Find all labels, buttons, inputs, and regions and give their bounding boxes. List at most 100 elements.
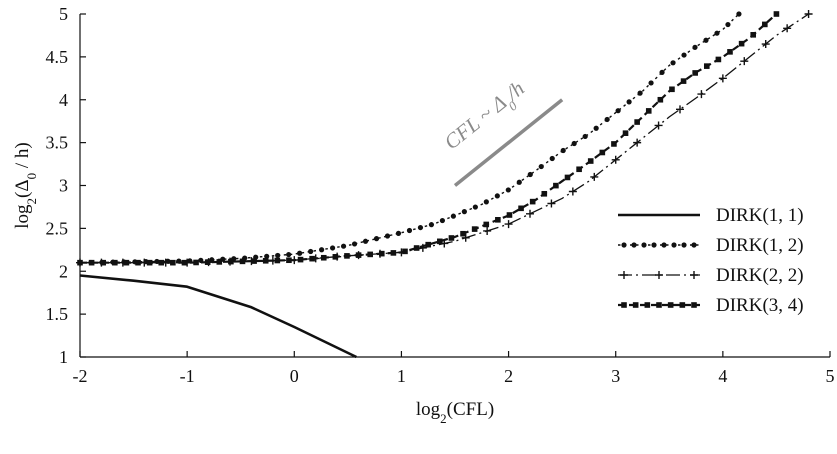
series-group	[76, 10, 813, 359]
series-point	[714, 30, 720, 36]
series-point	[560, 147, 566, 154]
series-point	[703, 63, 710, 69]
series-point	[659, 69, 665, 75]
series-point	[773, 11, 780, 17]
series-point	[309, 255, 315, 262]
series-point	[715, 56, 722, 63]
y-tick-label: 3	[59, 176, 68, 196]
series-point	[483, 221, 490, 228]
series-point	[703, 37, 709, 43]
series-point	[204, 259, 211, 265]
series-point	[783, 24, 792, 33]
series-point	[340, 243, 347, 249]
legend-item: DIRK(3, 4)	[618, 295, 804, 316]
series-point	[228, 258, 234, 265]
series-point	[395, 230, 402, 236]
series-point	[146, 259, 153, 266]
legend-swatch-marker	[632, 302, 639, 308]
legend-swatch-marker	[656, 302, 662, 308]
series-point	[740, 57, 749, 66]
series-point	[494, 193, 500, 199]
series-point	[762, 21, 768, 28]
series-point	[378, 250, 385, 257]
series-point	[527, 171, 533, 178]
series-point	[657, 96, 664, 103]
legend-label: DIRK(1, 2)	[716, 235, 804, 256]
series-point	[697, 90, 706, 99]
series-point	[88, 259, 95, 266]
series-point	[587, 158, 594, 164]
series-point	[676, 105, 684, 114]
y-tick-label: 3.5	[46, 133, 69, 153]
legend-swatch-marker	[620, 271, 628, 279]
series-line	[80, 13, 778, 264]
x-tick-label: 3	[611, 366, 620, 386]
series-point	[571, 140, 577, 147]
legend-swatch-marker	[690, 271, 698, 279]
series-point	[461, 209, 467, 215]
y-tick-label: 5	[59, 4, 68, 24]
series-point	[804, 10, 813, 18]
series-point	[483, 226, 492, 235]
series-point	[504, 220, 513, 229]
series-point	[568, 187, 577, 196]
legend-swatch-marker	[655, 271, 663, 279]
series-point	[390, 250, 397, 256]
legend-swatch-marker	[667, 302, 674, 308]
series-point	[264, 253, 270, 259]
series-point	[308, 248, 314, 255]
x-tick-label: 2	[504, 366, 513, 386]
series-point	[549, 155, 555, 162]
series-point	[538, 163, 544, 170]
series-point	[564, 174, 571, 181]
series-point	[505, 187, 511, 193]
legend-item: DIRK(1, 1)	[618, 205, 804, 226]
series-point	[622, 130, 629, 136]
series-point	[355, 252, 362, 258]
y-tick-label: 1	[59, 347, 68, 367]
x-tick-label: 1	[397, 366, 406, 386]
series-point	[193, 259, 199, 266]
series-point	[406, 227, 413, 234]
series-point	[158, 259, 165, 266]
series-point	[471, 226, 478, 232]
legend-swatch-marker	[661, 242, 667, 248]
series-point	[344, 253, 350, 259]
series-point	[645, 108, 652, 114]
series-point	[437, 238, 443, 245]
series-point	[472, 204, 478, 210]
series-point	[648, 80, 654, 86]
series-point	[692, 44, 698, 50]
series-0	[79, 274, 357, 359]
series-point	[593, 125, 599, 131]
series-point	[750, 32, 757, 38]
series-point	[460, 230, 466, 237]
y-tick-label: 2	[59, 261, 68, 281]
series-point	[181, 259, 188, 266]
series-point	[428, 222, 435, 228]
series-point	[637, 90, 643, 96]
x-tick-label: -1	[180, 366, 195, 386]
series-point	[725, 21, 731, 28]
series-point	[736, 11, 742, 17]
series-point	[297, 250, 303, 256]
series-point	[727, 49, 733, 55]
series-point	[654, 121, 663, 130]
y-tick-label: 4.5	[46, 47, 69, 67]
series-point	[251, 258, 257, 264]
legend-label: DIRK(3, 4)	[716, 295, 804, 316]
series-point	[135, 259, 141, 266]
series-3	[77, 11, 780, 266]
series-point	[425, 241, 432, 248]
series-point	[553, 182, 559, 189]
y-axis-label: log2(Δ0 / h)	[12, 142, 39, 228]
legend-swatch-marker	[641, 242, 647, 248]
series-point	[516, 179, 522, 185]
series-point	[599, 149, 606, 156]
y-tick-label: 2.5	[46, 218, 69, 238]
x-tick-label: 0	[290, 366, 299, 386]
series-point	[590, 172, 599, 181]
y-tick-label: 1.5	[46, 304, 69, 324]
annotation-line	[453, 98, 564, 187]
